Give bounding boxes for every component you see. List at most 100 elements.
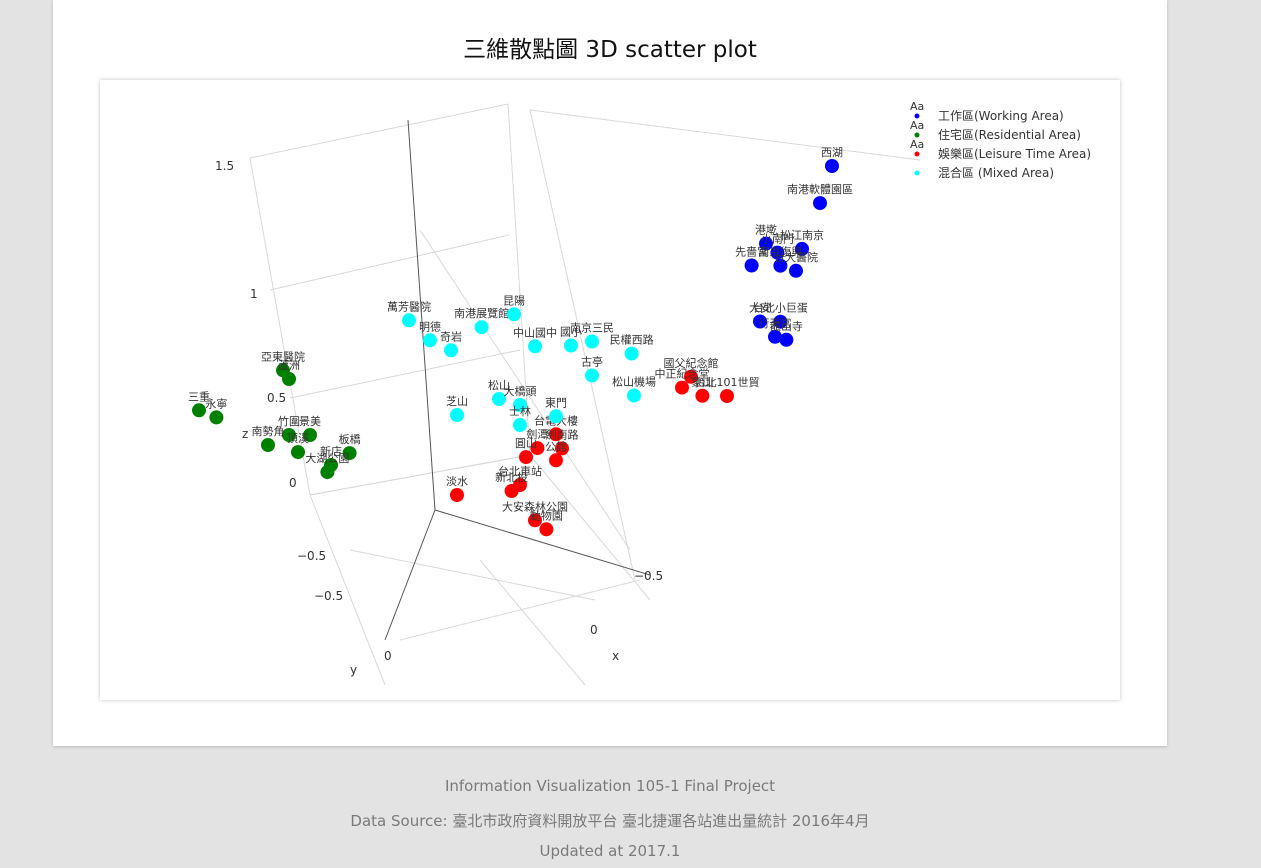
point-label: 松江南京 [780,228,824,242]
x-tick-label: −0.5 [634,569,663,583]
data-point[interactable] [474,320,489,335]
data-point[interactable] [564,338,578,353]
point-label: 中山國中 [513,326,557,339]
point-label: 大安森林公園 [502,499,568,513]
data-point[interactable] [549,453,563,468]
point-label: 西湖 [821,146,843,159]
data-point[interactable] [450,408,464,422]
data-point[interactable] [192,403,206,418]
point-label: 國小 [560,326,582,339]
data-point[interactable] [504,484,519,498]
point-label: 劍潭 [526,427,548,441]
data-point[interactable] [549,409,563,424]
point-label: 民權西路 [610,334,654,347]
data-point[interactable] [519,450,533,465]
point-label: 南勢角 [252,424,285,438]
point-label: 台北小巨蛋 [753,301,808,315]
data-point[interactable] [744,258,759,273]
data-point[interactable] [627,388,641,403]
point-label: 行天宮 [759,316,792,330]
data-point[interactable] [789,263,803,278]
data-point[interactable] [555,441,569,456]
data-point[interactable] [423,333,437,348]
point-label: 古亭 [581,355,603,369]
data-point[interactable] [684,369,698,384]
data-point[interactable] [402,313,416,328]
point-label: 中正紀念堂 [655,367,710,381]
data-point[interactable] [753,314,767,329]
data-point[interactable] [528,513,542,528]
data-point[interactable] [624,346,639,361]
data-point[interactable] [825,159,839,173]
data-point[interactable] [539,522,554,537]
point-label: 松山機場 [612,375,656,389]
point-label: 奇岩 [440,329,462,343]
data-point[interactable] [773,314,788,329]
point-label: 圓山 [515,437,537,450]
data-point[interactable] [444,343,458,358]
data-point[interactable] [675,380,689,395]
data-point[interactable] [342,446,357,461]
footer-updated: Updated at 2017.1 [539,842,681,860]
y-tick-label: 0 [384,649,392,663]
point-label: 劍南路 [546,427,579,441]
point-label: 南港軟體園區 [787,182,853,196]
data-point[interactable] [585,334,599,349]
data-point[interactable] [209,410,224,425]
point-label: 新店 [320,444,342,458]
legend-label: 工作區(Working Area) [938,109,1064,123]
point-label: 萬芳醫院 [387,299,431,313]
point-label: 士林 [509,404,531,418]
data-point[interactable] [768,329,782,344]
data-point[interactable] [513,418,527,432]
legend-item[interactable]: Aa 娛樂區(Leisure Time Area) [910,138,1091,161]
x-axis-label: x [612,649,619,663]
data-point[interactable] [320,465,335,480]
data-point[interactable] [261,438,275,452]
y-tick-label: −0.5 [314,589,343,603]
point-label: 象山 [691,376,713,389]
point-label: 頂溪 [287,432,309,445]
data-point[interactable] [282,372,296,386]
point-label: 大湖公園 [305,451,349,465]
data-point[interactable] [759,236,773,251]
data-point[interactable] [770,245,785,260]
legend-item[interactable]: Aa 工作區(Working Area) [910,100,1064,123]
data-point[interactable] [530,441,545,456]
legend-item[interactable]: Aa 住宅區(Residential Area) [910,119,1081,142]
data-point[interactable] [291,445,305,460]
data-point[interactable] [585,368,599,383]
point-label: 昆陽 [503,294,525,307]
data-point[interactable] [773,258,788,273]
svg-text:Aa: Aa [910,100,924,113]
data-point[interactable] [779,332,794,347]
data-point[interactable] [813,196,827,211]
data-point[interactable] [695,388,710,403]
data-point[interactable] [549,427,563,442]
data-point[interactable] [795,241,809,256]
data-point[interactable] [507,307,521,322]
legend-marker [914,170,920,176]
point-label: 小南門 [761,233,794,246]
data-point[interactable] [492,392,506,406]
point-label: 芝山 [446,395,468,408]
point-label: 台北101世貿 [695,375,760,389]
data-point[interactable] [528,339,542,354]
point-label: 新北投 [495,470,528,484]
data-point[interactable] [450,488,464,502]
point-label: 港墘 [755,223,777,237]
footer-project: Information Visualization 105-1 Final Pr… [444,777,776,795]
data-point[interactable] [720,389,734,403]
plot-area[interactable] [100,80,1120,700]
z-tick-label: 1 [250,287,258,301]
legend-item[interactable]: 混合區 (Mixed Area) [914,165,1055,180]
point-label: 南京復興 [758,245,802,259]
data-point[interactable] [303,428,317,442]
series-2: 國父紀念館中正紀念堂象山台北101世貿台電大樓劍潭圓山劍南路公館台北車站新北投淡… [446,356,760,537]
data-point[interactable] [513,398,527,412]
grid-lines [249,103,921,686]
data-point[interactable] [282,428,296,442]
scatter-3d-scene[interactable]: 1.5 1 0.5 0 −0.5 z −0.5 0 y −0.5 0 x 西湖南… [100,80,1120,700]
x-tick-label: 0 [590,623,598,637]
